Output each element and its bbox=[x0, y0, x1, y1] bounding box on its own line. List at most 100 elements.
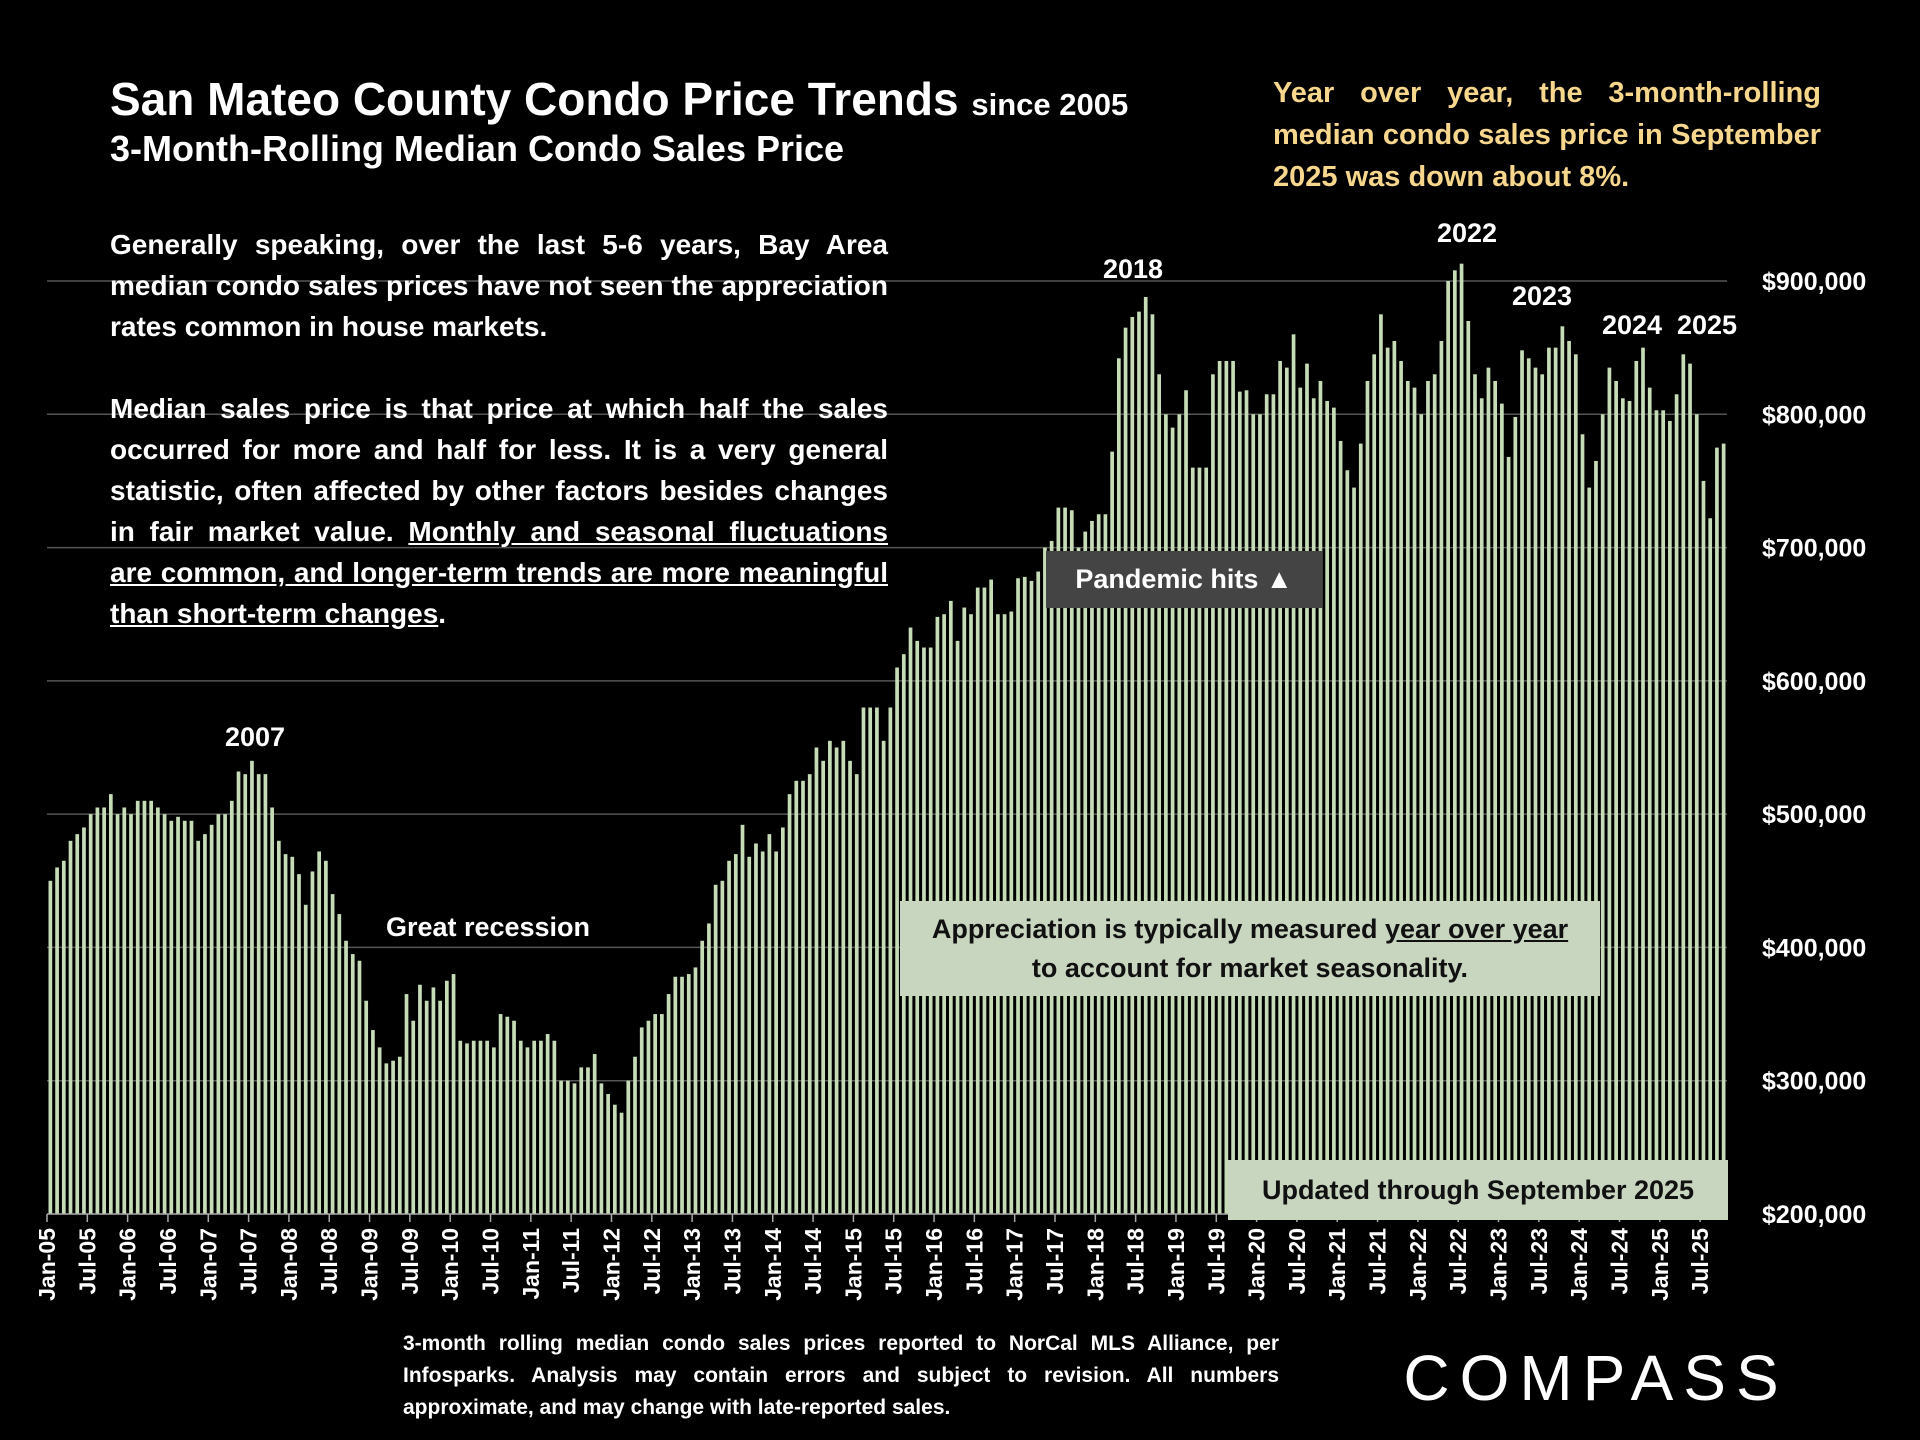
bar bbox=[1090, 520, 1094, 1214]
bar bbox=[1721, 443, 1726, 1214]
bar bbox=[1063, 507, 1067, 1215]
bar bbox=[579, 1067, 584, 1214]
y-tick-label: $300,000 bbox=[1762, 1068, 1866, 1096]
bar bbox=[1506, 456, 1511, 1214]
bar bbox=[1600, 414, 1605, 1214]
bar bbox=[1526, 358, 1531, 1214]
bar bbox=[747, 856, 752, 1214]
bar bbox=[1110, 451, 1114, 1214]
bar bbox=[673, 976, 678, 1214]
bar bbox=[767, 834, 772, 1214]
x-tick-label: Jul-22 bbox=[1445, 1228, 1471, 1294]
bar bbox=[1116, 358, 1121, 1214]
bar bbox=[1560, 326, 1565, 1214]
bar bbox=[868, 707, 873, 1214]
bar bbox=[1385, 347, 1390, 1215]
bar bbox=[532, 1040, 537, 1214]
x-tick-label: Jan-20 bbox=[1244, 1228, 1270, 1301]
bar bbox=[727, 860, 731, 1214]
bar bbox=[492, 1047, 496, 1214]
bar bbox=[102, 807, 106, 1214]
bar bbox=[1573, 354, 1578, 1214]
appreciation-underlined: year over year bbox=[1385, 913, 1569, 944]
x-tick-label: Jan-23 bbox=[1486, 1228, 1512, 1301]
bar bbox=[1486, 367, 1491, 1214]
y-tick-label: $200,000 bbox=[1762, 1201, 1866, 1229]
bar bbox=[122, 807, 127, 1214]
y-tick-label: $800,000 bbox=[1762, 401, 1866, 429]
bar bbox=[384, 1063, 389, 1214]
bar bbox=[203, 834, 207, 1214]
bar bbox=[55, 867, 59, 1214]
bar bbox=[1547, 347, 1551, 1215]
x-tick-label: Jul-18 bbox=[1123, 1228, 1149, 1295]
bar bbox=[1150, 314, 1155, 1215]
x-tick-label: Jul-16 bbox=[961, 1228, 987, 1294]
x-tick-label: Jan-07 bbox=[195, 1228, 221, 1301]
bar bbox=[1654, 410, 1659, 1215]
bar bbox=[297, 874, 301, 1214]
bar bbox=[1211, 374, 1215, 1214]
bar bbox=[1123, 327, 1128, 1214]
bar bbox=[1278, 360, 1282, 1214]
y-tick-label: $500,000 bbox=[1762, 801, 1866, 829]
bar bbox=[135, 800, 140, 1214]
bar bbox=[814, 747, 819, 1214]
bar bbox=[828, 740, 832, 1214]
bar bbox=[1043, 547, 1047, 1214]
bar bbox=[310, 871, 315, 1214]
intro-p2-end: . bbox=[438, 598, 447, 629]
bar bbox=[713, 884, 718, 1214]
bar bbox=[626, 1080, 631, 1214]
bar bbox=[169, 820, 174, 1214]
bar bbox=[357, 960, 362, 1214]
bar bbox=[1291, 334, 1296, 1214]
bar bbox=[1647, 387, 1652, 1215]
x-tick-label: Jan-08 bbox=[276, 1228, 302, 1301]
bar bbox=[196, 840, 201, 1214]
bar bbox=[270, 807, 274, 1214]
bar bbox=[1224, 360, 1229, 1214]
bar bbox=[794, 780, 799, 1214]
bar bbox=[1143, 296, 1148, 1215]
bar bbox=[424, 1000, 429, 1214]
bar bbox=[411, 1020, 416, 1214]
bar bbox=[371, 1030, 375, 1214]
bar bbox=[1204, 467, 1209, 1215]
bar bbox=[1271, 394, 1276, 1214]
bar bbox=[693, 967, 698, 1214]
bar bbox=[1493, 380, 1498, 1214]
appreciation-line-2: to account for market seasonality. bbox=[1031, 952, 1469, 983]
bar bbox=[888, 707, 893, 1214]
bar bbox=[1439, 340, 1444, 1214]
bar bbox=[283, 854, 288, 1214]
bar bbox=[633, 1056, 637, 1214]
annotation-2024: 2024 bbox=[1602, 310, 1662, 340]
bar bbox=[182, 820, 187, 1214]
x-tick-label: Jan-17 bbox=[1002, 1228, 1028, 1301]
bar bbox=[1345, 470, 1350, 1214]
bar bbox=[142, 800, 147, 1214]
bar bbox=[1164, 414, 1168, 1214]
bar bbox=[505, 1016, 510, 1214]
bar bbox=[875, 707, 879, 1214]
x-tick-label: Jan-06 bbox=[115, 1228, 141, 1301]
bar bbox=[1694, 414, 1699, 1214]
x-tick-label: Jan-22 bbox=[1405, 1228, 1431, 1301]
bar bbox=[700, 940, 705, 1214]
bar bbox=[1466, 320, 1471, 1214]
bar bbox=[324, 860, 328, 1214]
annotation-2007: 2007 bbox=[225, 722, 285, 752]
bar bbox=[848, 760, 852, 1214]
bar bbox=[619, 1112, 624, 1214]
bar bbox=[599, 1083, 604, 1214]
bar bbox=[639, 1027, 644, 1214]
intro-paragraph-2: Median sales price is that price at whic… bbox=[110, 388, 888, 634]
bar bbox=[686, 974, 691, 1214]
bar bbox=[229, 800, 234, 1214]
bar bbox=[1170, 427, 1175, 1215]
x-tick-label: Jul-19 bbox=[1203, 1228, 1229, 1294]
bar bbox=[88, 814, 93, 1214]
logo-text: COMPASS bbox=[1403, 1342, 1788, 1414]
